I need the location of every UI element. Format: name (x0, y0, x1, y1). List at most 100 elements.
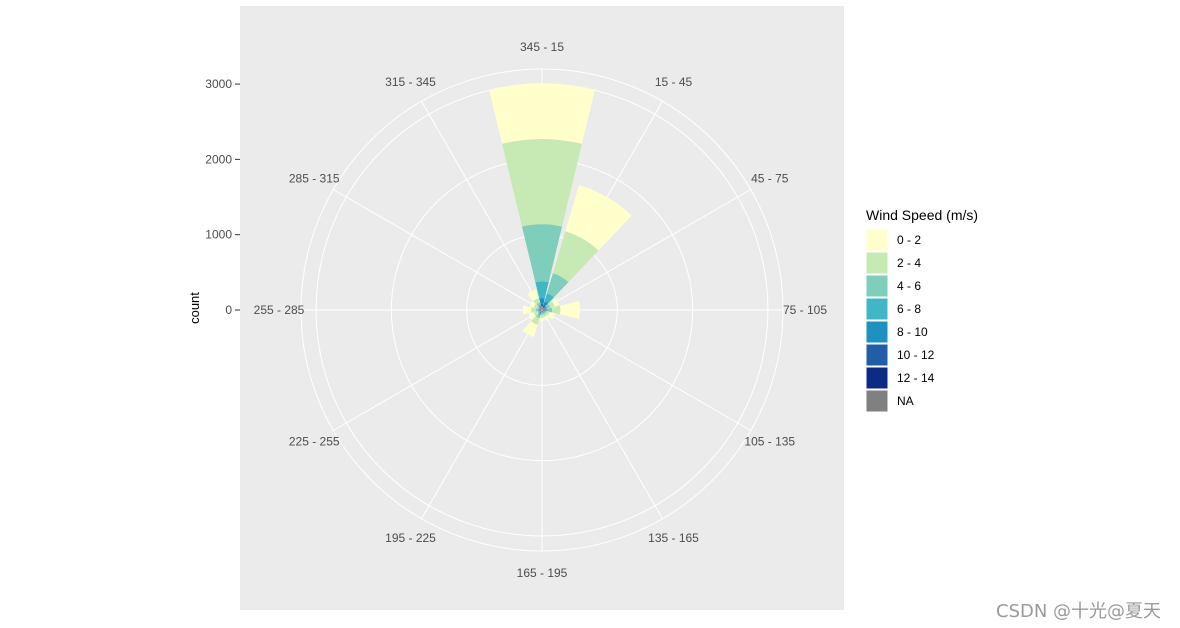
wind-bar-75-105-speed-7 (542, 309, 546, 311)
wind-bar-105-135-speed-3 (543, 310, 546, 313)
wind-bar-135-165-speed-2 (542, 312, 546, 315)
legend-swatch (865, 366, 889, 390)
direction-label: 345 - 15 (520, 40, 564, 54)
legend-swatch (865, 297, 889, 321)
wind-bar-15-45-speed-2 (546, 273, 569, 298)
wind-bar-165-195-speed-2 (540, 313, 544, 315)
wind-bar-255-285-speed-7 (538, 309, 542, 311)
direction-label: 225 - 255 (289, 435, 340, 449)
wind-bar-105-135-speed-2 (544, 310, 547, 314)
wind-bar-105-135-speed-0 (547, 312, 556, 320)
direction-label: 105 - 135 (744, 435, 795, 449)
wind-bar-45-75-speed-2 (546, 304, 551, 309)
wind-bar-195-225-speed-2 (536, 314, 541, 319)
grid-spoke (421, 309, 543, 519)
wind-bar-285-315-speed-2 (537, 306, 540, 310)
legend-title: Wind Speed (m/s) (866, 207, 978, 223)
wind-bar-135-165-speed-0 (544, 315, 550, 321)
grid-spoke (421, 101, 543, 311)
grid-spoke (333, 189, 543, 311)
wind-bar-135-165-speed-3 (542, 311, 545, 314)
direction-label: 15 - 45 (655, 75, 693, 89)
y-tick-label: 0 (225, 303, 232, 317)
wind-bar-345-15-speed-0 (489, 83, 595, 144)
direction-label: 195 - 225 (385, 531, 436, 545)
wind-bar-345-15-speed-6 (540, 304, 544, 306)
wind-bar-285-315-speed-4 (539, 308, 541, 310)
wind-bar-225-255-speed-3 (538, 310, 541, 313)
direction-label: 45 - 75 (751, 172, 789, 186)
wind-bar-255-285-speed-2 (535, 308, 538, 312)
wind-bar-255-285-speed-3 (537, 309, 539, 311)
legend-label: 6 - 8 (897, 302, 921, 316)
direction-labels: 345 - 15 15 - 45 45 - 75 75 - 105 105 - 135 1… (254, 40, 828, 580)
wind-bar-315-345-speed-0 (527, 289, 539, 301)
legend-label: 0 - 2 (897, 233, 921, 247)
wind-bar-225-255-speed-4 (539, 310, 541, 312)
wind-bar-15-45-speed-6 (542, 306, 545, 308)
wind-bar-15-45-speed-3 (544, 293, 554, 304)
wind-bar-165-195-speed-0 (539, 317, 545, 321)
wind-bar-135-165-speed-7 (542, 310, 544, 313)
legend-label: 2 - 4 (897, 256, 921, 270)
legend-label: NA (897, 394, 914, 408)
wind-bar-315-345-speed-5 (539, 306, 542, 308)
wind-bar-195-225-speed-5 (539, 312, 542, 314)
wind-bar-75-105-speed-4 (545, 309, 547, 311)
legend-swatch (865, 389, 889, 413)
wind-bar-255-285-speed-0 (522, 305, 532, 315)
wind-rose-bars (489, 83, 632, 338)
direction-label: 165 - 195 (517, 566, 568, 580)
wind-bar-15-45-speed-1 (552, 231, 599, 283)
wind-bar-285-315-speed-3 (538, 307, 541, 310)
wind-bar-75-105-speed-2 (547, 307, 553, 313)
wind-bar-45-75-speed-7 (542, 307, 545, 310)
legend-label: 8 - 10 (897, 325, 928, 339)
grid-spoke (541, 309, 663, 519)
grid-spoke (333, 309, 543, 431)
wind-bar-165-195-speed-3 (541, 312, 543, 314)
direction-label: 135 - 165 (648, 531, 699, 545)
legend-swatch (865, 320, 889, 344)
direction-label: 75 - 105 (783, 303, 827, 317)
wind-bar-225-255-speed-1 (533, 311, 539, 316)
wind-bar-165-195-speed-7 (541, 310, 543, 313)
legend-label: 4 - 6 (897, 279, 921, 293)
count-axis: 0 1000 2000 3000 (205, 77, 240, 317)
grid-spoke (541, 189, 751, 311)
y-axis-title: count (187, 292, 202, 324)
legend-swatch (865, 228, 889, 252)
wind-bar-345-15-speed-1 (502, 139, 582, 227)
wind-bar-315-345-speed-7 (539, 307, 542, 310)
direction-label: 255 - 285 (254, 303, 305, 317)
direction-label: 315 - 345 (385, 75, 436, 89)
wind-bar-105-135-speed-7 (542, 310, 545, 312)
wind-bar-15-45-speed-7 (542, 307, 545, 310)
wind-bar-345-15-speed-7 (540, 305, 544, 310)
grid-spoke (541, 309, 751, 431)
wind-bar-225-255-speed-0 (528, 312, 536, 320)
wind-bar-105-135-speed-1 (545, 311, 550, 316)
wind-bar-15-45-speed-5 (543, 304, 546, 308)
wind-bar-285-315-speed-0 (529, 300, 536, 308)
wind-bar-285-315-speed-7 (539, 308, 542, 310)
legend-swatch (865, 343, 889, 367)
y-tick-label: 3000 (205, 77, 232, 91)
wind-bar-165-195-speed-1 (540, 314, 544, 318)
wind-bar-45-75-speed-1 (548, 300, 555, 308)
legend-swatch (865, 274, 889, 298)
wind-bar-225-255-speed-7 (539, 310, 542, 312)
legend: Wind Speed (m/s) 0 - 2 2 - 4 4 - 6 6 - 8 8 -… (865, 207, 978, 413)
wind-bar-195-225-speed-7 (539, 310, 542, 313)
wind-bar-195-225-speed-0 (522, 321, 538, 338)
wind-bar-15-45-speed-4 (543, 301, 549, 307)
wind-bar-315-345-speed-4 (539, 306, 542, 308)
direction-label: 285 - 315 (289, 172, 340, 186)
watermark: CSDN @十光@夏天 (996, 601, 1162, 622)
legend-swatch (865, 251, 889, 275)
wind-bar-345-15-speed-5 (540, 303, 544, 305)
wind-bar-285-315-speed-1 (533, 304, 539, 309)
legend-label: 10 - 12 (897, 348, 935, 362)
wind-bar-75-105-speed-3 (546, 308, 548, 312)
